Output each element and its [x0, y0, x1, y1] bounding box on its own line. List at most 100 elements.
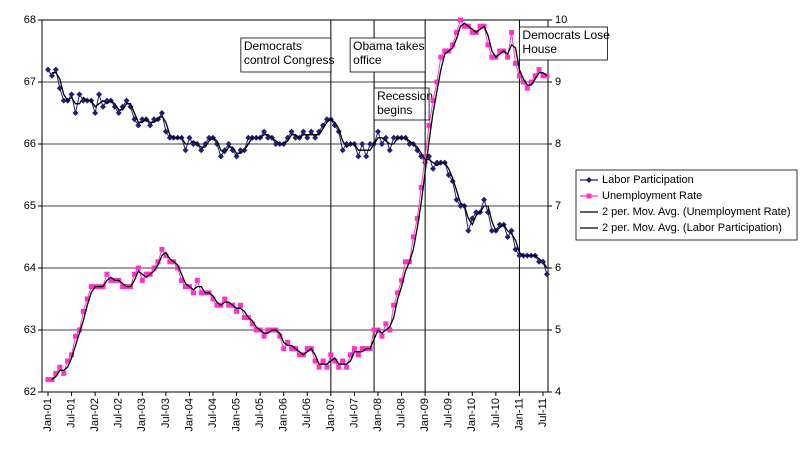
- annotation-text: control Congress: [244, 53, 335, 67]
- marker: [143, 271, 149, 277]
- marker: [45, 66, 51, 73]
- marker: [512, 246, 519, 253]
- marker: [355, 153, 362, 160]
- marker: [418, 184, 424, 190]
- marker: [505, 54, 511, 60]
- marker: [340, 358, 346, 364]
- marker: [320, 358, 326, 364]
- marker: [300, 128, 307, 135]
- legend-marker: [586, 177, 592, 183]
- x-tick-label: Jan-08: [372, 398, 384, 432]
- marker: [289, 346, 295, 352]
- marker: [461, 23, 467, 29]
- marker: [73, 333, 78, 339]
- annotation-text: office: [353, 53, 382, 67]
- annotation-text: Democrats Lose: [522, 28, 610, 42]
- marker: [367, 141, 374, 147]
- marker: [123, 97, 130, 104]
- marker: [532, 73, 538, 79]
- y-tick-label: 66: [24, 138, 36, 150]
- y-tick-label: 65: [24, 200, 36, 212]
- x-tick-label: Jan-09: [419, 398, 431, 432]
- x-tick-label: Jul-08: [395, 398, 407, 428]
- marker: [348, 352, 353, 358]
- marker: [198, 147, 205, 154]
- marker: [371, 327, 377, 333]
- legend-box: [575, 169, 798, 241]
- x-tick-label: Jan-07: [325, 398, 337, 432]
- x-tick-label: Jul-10: [490, 398, 502, 428]
- marker: [375, 128, 381, 135]
- marker: [163, 253, 169, 259]
- y2-tick-label: 10: [555, 14, 567, 26]
- legend-label: 2 per. Mov. Avg. (Unemployment Rate): [602, 206, 791, 218]
- marker: [308, 128, 315, 135]
- marker: [104, 271, 110, 277]
- x-tick-label: Jul-07: [348, 398, 360, 428]
- marker: [72, 110, 79, 116]
- marker: [312, 358, 318, 364]
- annotation-box: [240, 37, 332, 73]
- marker: [359, 141, 366, 147]
- marker: [379, 333, 385, 339]
- marker: [80, 308, 86, 314]
- marker: [540, 73, 546, 79]
- marker: [253, 327, 259, 333]
- legend-marker: [586, 193, 592, 199]
- marker: [386, 147, 393, 154]
- marker: [48, 72, 55, 79]
- y-tick-label: 62: [24, 386, 36, 398]
- marker: [261, 128, 268, 135]
- marker: [69, 352, 75, 358]
- marker: [182, 147, 189, 154]
- marker: [238, 302, 243, 308]
- marker: [217, 153, 224, 160]
- marker: [390, 134, 397, 141]
- marker: [383, 321, 389, 327]
- plot-border: [41, 19, 549, 393]
- series-line: [51, 22, 548, 381]
- marker: [395, 290, 401, 296]
- marker: [108, 277, 114, 283]
- annotation-text: Recession: [377, 89, 433, 103]
- x-tick-label: Jan-01: [42, 398, 54, 432]
- marker: [281, 346, 287, 352]
- x-tick-label: Jul-05: [254, 398, 266, 428]
- marker: [190, 290, 196, 296]
- marker: [422, 153, 428, 159]
- marker: [88, 284, 94, 290]
- marker: [516, 73, 522, 79]
- marker: [336, 364, 342, 370]
- marker: [245, 134, 252, 141]
- series-line: [51, 72, 548, 269]
- marker: [477, 23, 483, 29]
- marker: [139, 277, 145, 283]
- marker: [465, 227, 472, 234]
- annotation-text: begins: [377, 103, 412, 117]
- x-tick-label: Jul-11: [537, 398, 549, 427]
- y2-tick-label: 5: [555, 324, 561, 336]
- series-line: [48, 18, 547, 381]
- marker: [135, 265, 141, 271]
- marker: [488, 227, 495, 234]
- marker: [296, 352, 302, 358]
- x-tick-label: Jan-04: [183, 398, 195, 432]
- annotation-box: [373, 87, 430, 121]
- marker: [241, 315, 247, 321]
- marker: [288, 128, 295, 135]
- marker: [214, 302, 220, 308]
- marker: [489, 54, 495, 60]
- x-tick-label: Jul-03: [160, 398, 172, 428]
- y-tick-label: 67: [24, 76, 36, 88]
- annotation-box: [349, 37, 426, 73]
- marker: [520, 79, 526, 85]
- legend-label: Unemployment Rate: [602, 190, 702, 202]
- marker: [115, 110, 122, 116]
- marker: [60, 97, 67, 104]
- marker: [52, 66, 59, 73]
- marker: [469, 29, 475, 35]
- marker: [45, 377, 51, 383]
- x-tick-label: Jan-02: [89, 398, 101, 432]
- marker: [249, 321, 255, 327]
